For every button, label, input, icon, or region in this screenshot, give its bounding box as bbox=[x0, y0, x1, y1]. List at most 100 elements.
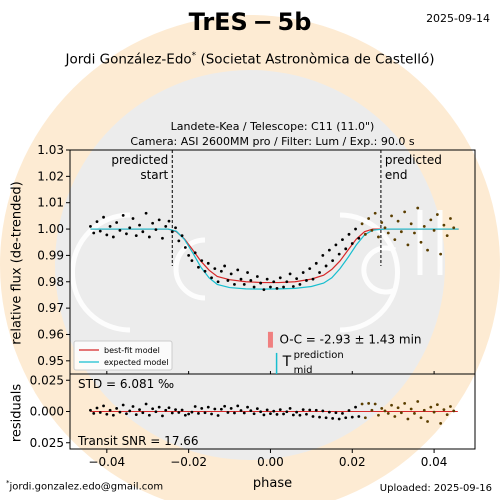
residual-point bbox=[95, 406, 99, 410]
flux-point bbox=[242, 283, 246, 286]
residual-point bbox=[154, 410, 158, 414]
flux-point bbox=[193, 251, 197, 255]
subtitle-camera: Camera: ASI 2600MM pro / Filter: Lum / E… bbox=[130, 135, 415, 148]
flux-point bbox=[190, 259, 194, 263]
flux-point bbox=[354, 227, 357, 231]
y-tick-label: 1.00 bbox=[37, 222, 64, 236]
contact-email: *jordi.gonzalez.edo@gmail.com bbox=[6, 480, 163, 492]
flux-point bbox=[429, 218, 433, 222]
residual-point bbox=[275, 412, 279, 416]
flux-point bbox=[403, 210, 407, 214]
oc-label: O-C = -2.93 ± 1.43 min bbox=[279, 333, 421, 347]
flux-point bbox=[108, 225, 112, 228]
flux-point bbox=[396, 219, 400, 223]
author-line: Jordi González-Edo* (Societat Astronòmic… bbox=[0, 52, 500, 67]
flux-point bbox=[390, 214, 393, 218]
residual-point bbox=[138, 408, 141, 412]
residual-point bbox=[174, 408, 177, 412]
residual-point bbox=[102, 404, 105, 408]
flux-point bbox=[161, 236, 164, 240]
upload-date: Uploaded: 2025-09-16 bbox=[379, 483, 492, 494]
residual-point bbox=[416, 400, 420, 403]
flux-point bbox=[337, 252, 341, 256]
flux-point bbox=[229, 272, 233, 276]
residual-point bbox=[439, 421, 443, 425]
residual-point bbox=[187, 412, 191, 416]
predicted-end-label-2: end bbox=[385, 168, 408, 182]
flux-point bbox=[295, 277, 299, 280]
flux-point bbox=[426, 248, 429, 252]
legend-entry: best-fit model bbox=[104, 346, 160, 355]
residual-point bbox=[399, 411, 403, 415]
residual-point bbox=[308, 408, 312, 412]
flux-point bbox=[324, 264, 328, 268]
residual-point bbox=[341, 411, 344, 415]
residual-point bbox=[285, 410, 289, 414]
subtitle-observatory: Landete-Kea / Telescope: C11 (11.0") bbox=[170, 120, 375, 133]
residual-point bbox=[157, 405, 161, 409]
residual-point bbox=[167, 406, 171, 410]
std-label: STD = 6.081 ‰ bbox=[78, 377, 174, 391]
flux-point bbox=[344, 247, 348, 251]
logo-lettering bbox=[70, 210, 443, 333]
flux-point bbox=[219, 269, 223, 273]
flux-point bbox=[285, 280, 289, 284]
residual-point bbox=[252, 412, 256, 416]
residual-point bbox=[327, 410, 331, 414]
flux-point bbox=[125, 232, 128, 236]
flux-point bbox=[380, 221, 384, 224]
x-tick-label: −0.04 bbox=[88, 455, 125, 469]
flux-point bbox=[226, 279, 230, 282]
flux-point bbox=[144, 211, 148, 215]
expected-model-line bbox=[90, 228, 459, 290]
legend-box bbox=[73, 340, 173, 371]
residual-point bbox=[206, 405, 210, 409]
flux-point bbox=[216, 280, 220, 284]
flux-point bbox=[327, 248, 331, 252]
flux-point bbox=[393, 238, 397, 242]
residual-point bbox=[105, 412, 109, 416]
flux-point bbox=[115, 221, 119, 224]
resid-y-tick-label: 0.025 bbox=[30, 436, 64, 450]
flux-point bbox=[419, 240, 423, 244]
flux-point bbox=[92, 231, 96, 235]
residual-point bbox=[144, 402, 148, 406]
predicted-end-label-1: predicted bbox=[385, 153, 442, 167]
flux-point bbox=[363, 232, 367, 236]
residual-point bbox=[125, 412, 128, 416]
residual-point bbox=[390, 403, 393, 407]
residual-point bbox=[183, 413, 187, 417]
flux-point bbox=[151, 221, 155, 225]
residual-point bbox=[98, 411, 102, 414]
residual-point bbox=[291, 413, 295, 417]
flux-point bbox=[197, 265, 200, 269]
residual-point bbox=[269, 412, 272, 416]
author-mark: * bbox=[191, 51, 197, 61]
residual-point bbox=[311, 415, 315, 418]
flux-point bbox=[399, 230, 403, 234]
flux-point bbox=[213, 267, 217, 270]
flux-point bbox=[102, 215, 105, 219]
residual-point bbox=[161, 414, 164, 418]
residual-point bbox=[347, 409, 351, 412]
y-tick-label: 0.97 bbox=[37, 301, 64, 315]
residual-point bbox=[197, 411, 200, 415]
flux-point bbox=[360, 222, 364, 226]
flux-point bbox=[157, 218, 161, 222]
flux-point bbox=[422, 225, 426, 228]
residual-point bbox=[190, 410, 194, 414]
residual-point bbox=[210, 412, 213, 416]
predicted-start-label-2: start bbox=[140, 168, 168, 182]
residual-point bbox=[226, 411, 230, 414]
flux-point bbox=[249, 279, 253, 282]
residual-point bbox=[396, 406, 400, 410]
flux-point bbox=[439, 252, 443, 256]
residual-point bbox=[403, 401, 407, 405]
residual-point bbox=[236, 404, 240, 408]
flux-point bbox=[406, 243, 410, 247]
residual-point bbox=[331, 416, 335, 420]
residual-point bbox=[272, 409, 276, 413]
y-tick-label: 1.03 bbox=[37, 143, 64, 157]
residual-point bbox=[377, 413, 380, 417]
residual-point bbox=[115, 406, 119, 410]
